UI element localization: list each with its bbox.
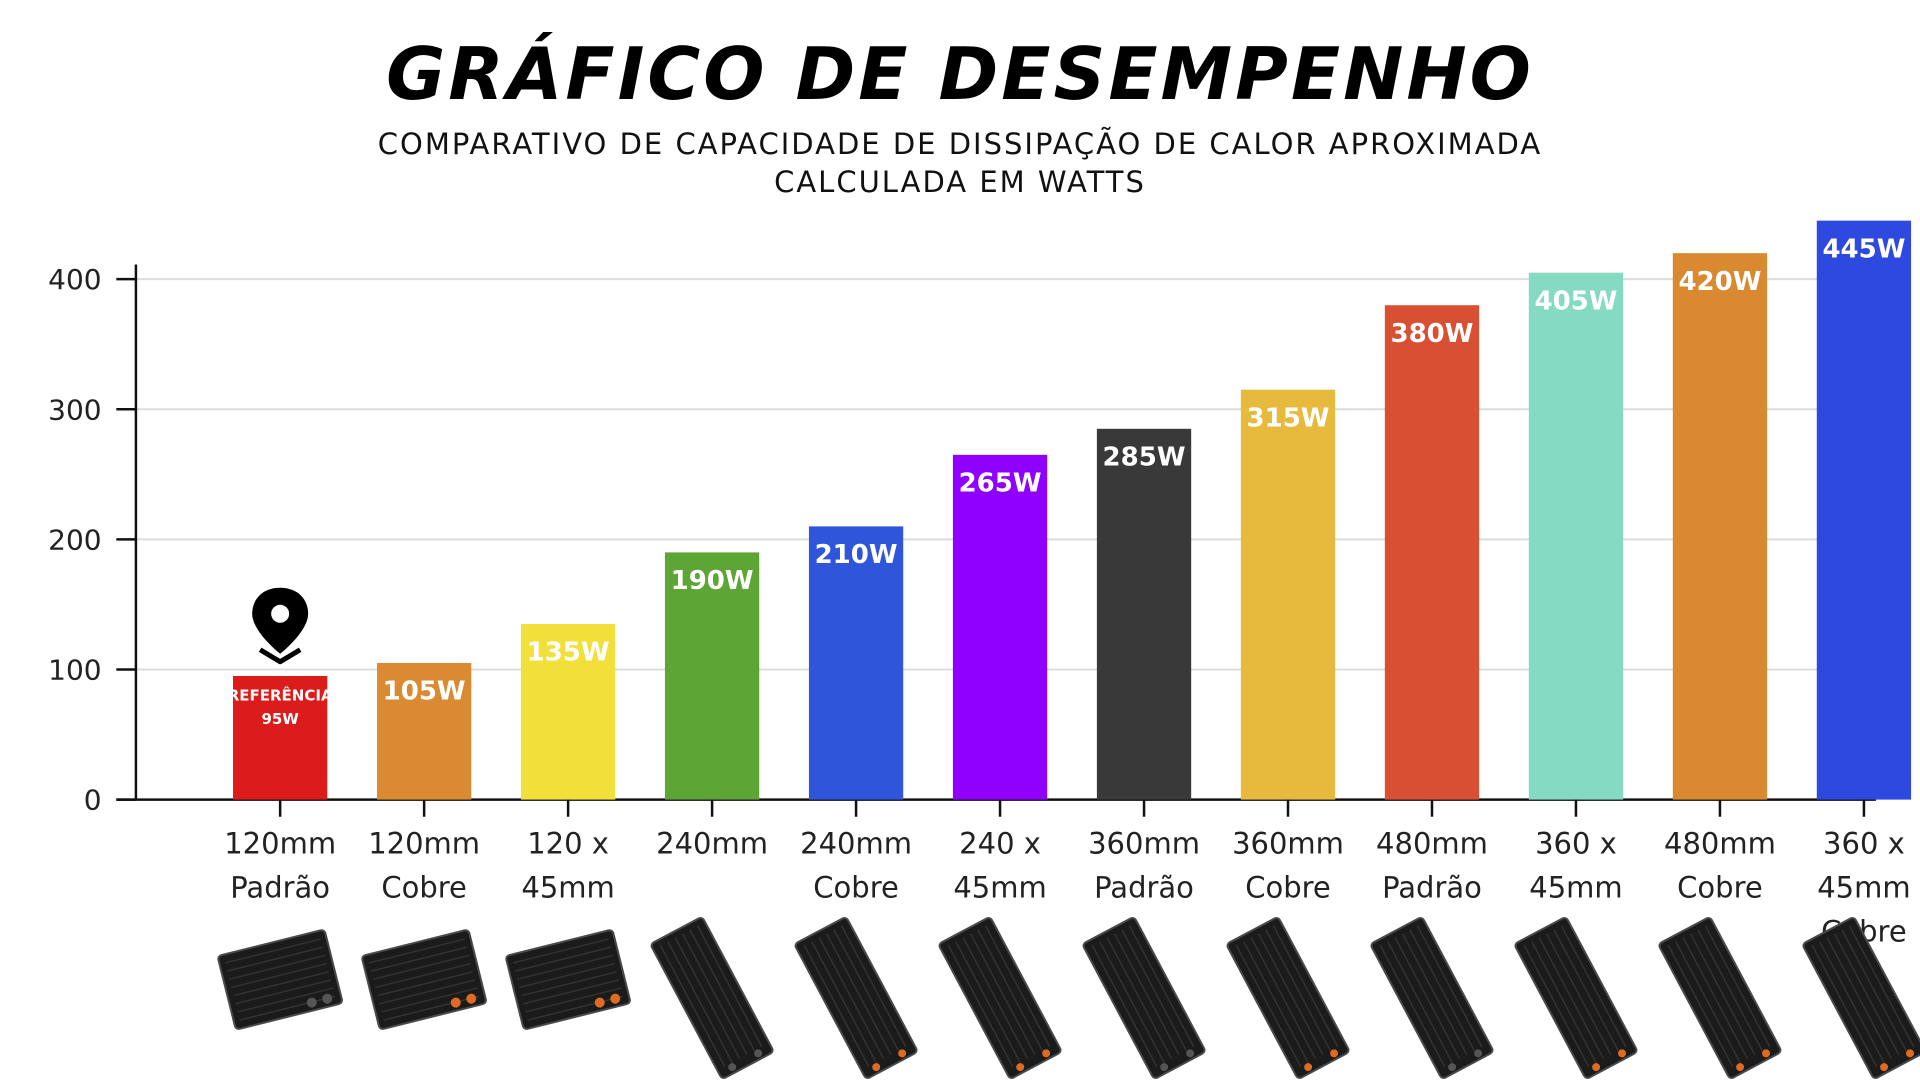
radiator-images bbox=[217, 916, 1920, 1079]
radiator-120x45-image bbox=[505, 929, 631, 1030]
radiator-120-image bbox=[217, 929, 343, 1030]
bar bbox=[233, 675, 328, 800]
bar bbox=[520, 623, 616, 800]
bar bbox=[1384, 305, 1480, 800]
bar-value-label: REFERÊNCIA bbox=[228, 685, 333, 704]
location-pin-icon bbox=[252, 587, 309, 665]
chart-subtitle: COMPARATIVO DE CAPACIDADE DE DISSIPAÇÃO … bbox=[0, 125, 1920, 201]
bar bbox=[1816, 220, 1912, 800]
x-tick-label: 480mm bbox=[1376, 826, 1488, 860]
x-tick-label: Cobre bbox=[813, 871, 899, 905]
radiator-240x45-image bbox=[938, 916, 1062, 1079]
x-tick-label: Padrão bbox=[230, 871, 330, 905]
bar-value-label: 285W bbox=[1103, 443, 1186, 473]
radiator-360-copper-image bbox=[1226, 916, 1350, 1079]
x-tick-label: 120 x bbox=[527, 826, 609, 860]
chart-subtitle-line-1: COMPARATIVO DE CAPACIDADE DE DISSIPAÇÃO … bbox=[377, 127, 1543, 161]
y-axis-ticks: 0 100 200 300 400 bbox=[48, 263, 136, 817]
x-tick-label: 45mm bbox=[953, 871, 1046, 905]
x-tick-label: 360 x bbox=[1823, 826, 1905, 860]
y-tick-label: 200 bbox=[48, 523, 101, 556]
bar bbox=[664, 552, 760, 800]
y-tick-label: 300 bbox=[48, 393, 101, 426]
bar-value-label: 105W bbox=[383, 677, 466, 707]
bar bbox=[1672, 253, 1768, 800]
bar bbox=[376, 662, 472, 800]
x-tick-label: 360mm bbox=[1232, 826, 1344, 860]
radiator-240-copper-image bbox=[794, 916, 918, 1079]
bar-value-label: 210W bbox=[815, 540, 898, 570]
x-tick-label: 120mm bbox=[368, 826, 480, 860]
x-tick-label: Padrão bbox=[1382, 871, 1482, 905]
bar bbox=[1096, 428, 1192, 800]
x-tick-label: 360 x bbox=[1535, 826, 1617, 860]
x-tick-label: 480mm bbox=[1664, 826, 1776, 860]
bar-value-label: 190W bbox=[671, 566, 754, 596]
radiator-240-image bbox=[650, 916, 774, 1079]
x-tick-label: 45mm bbox=[1817, 871, 1910, 905]
radiator-480-image bbox=[1370, 916, 1494, 1079]
bar bbox=[952, 454, 1048, 800]
location-pin-icon bbox=[252, 587, 309, 665]
x-axis-labels: 120mm Padrão 120mm Cobre 120 x 45mm 240mm 240mm… bbox=[224, 799, 1911, 949]
x-tick-label: 240mm bbox=[800, 826, 912, 860]
bar-value-label: 405W bbox=[1534, 286, 1617, 316]
radiator-360x45-copper-image bbox=[1802, 916, 1920, 1079]
bar-value-label: 135W bbox=[527, 638, 610, 668]
x-tick-label: 45mm bbox=[1529, 871, 1622, 905]
bar-value-label: 380W bbox=[1391, 319, 1474, 349]
bar-value-label: 445W bbox=[1822, 234, 1905, 264]
radiator-360-image bbox=[1082, 916, 1206, 1079]
radiator-480-copper-image bbox=[1658, 916, 1782, 1079]
bar bbox=[1528, 272, 1624, 800]
x-tick-label: 120mm bbox=[224, 826, 336, 860]
x-tick-label: Cobre bbox=[1245, 871, 1331, 905]
x-tick-label: Cobre bbox=[1677, 871, 1763, 905]
bar-value-label: 315W bbox=[1247, 404, 1330, 434]
y-tick-label: 100 bbox=[48, 653, 101, 686]
bar bbox=[808, 526, 904, 800]
bar bbox=[1240, 389, 1336, 800]
chart-subtitle-line-2: CALCULADA EM WATTS bbox=[774, 165, 1146, 199]
bar-value-label: 265W bbox=[959, 469, 1042, 499]
bar-value-label: 420W bbox=[1678, 267, 1761, 297]
radiator-360x45-image bbox=[1514, 916, 1638, 1079]
x-tick-label: 240mm bbox=[656, 826, 768, 860]
bars: REFERÊNCIA 95W 105W 135W 190W 210W 265W 285W 315… bbox=[228, 220, 1912, 800]
chart-title: GRÁFICO DE DESEMPENHO bbox=[386, 32, 1534, 116]
x-tick-label: 360mm bbox=[1088, 826, 1200, 860]
bar-value-label: 95W bbox=[261, 710, 299, 728]
y-tick-label: 400 bbox=[48, 263, 101, 296]
x-tick-label: 45mm bbox=[521, 871, 614, 905]
radiator-120-copper-image bbox=[361, 929, 487, 1030]
x-tick-label: Padrão bbox=[1094, 871, 1194, 905]
x-tick-label: Cobre bbox=[381, 871, 467, 905]
x-tick-label: 240 x bbox=[959, 826, 1041, 860]
y-tick-label: 0 bbox=[84, 784, 102, 817]
